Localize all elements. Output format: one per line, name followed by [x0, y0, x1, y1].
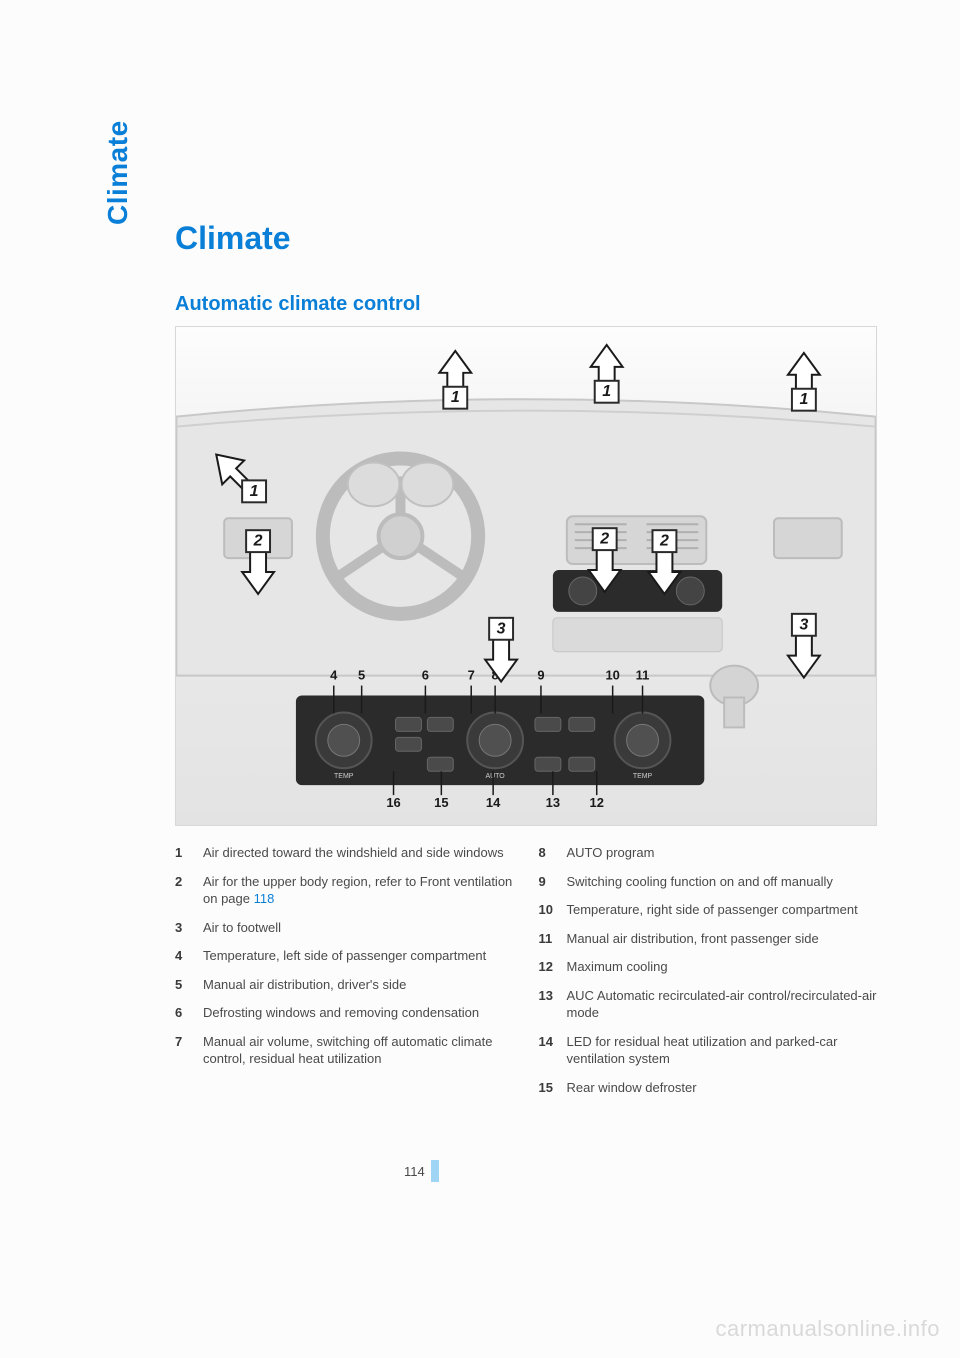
- svg-text:2: 2: [659, 533, 669, 550]
- legend-item: 4Temperature, left side of passenger com…: [175, 947, 517, 965]
- legend-text: LED for residual heat utilization and pa…: [567, 1033, 881, 1068]
- legend-text: AUC Automatic recirculated-air control/r…: [567, 987, 881, 1022]
- legend-col-left: 1Air directed toward the windshield and …: [175, 844, 517, 1107]
- legend-number: 6: [175, 1004, 203, 1022]
- legend-number: 4: [175, 947, 203, 965]
- svg-text:13: 13: [546, 795, 560, 810]
- legend-number: 5: [175, 976, 203, 994]
- svg-text:3: 3: [799, 616, 808, 633]
- legend-item: 8AUTO program: [539, 844, 881, 862]
- legend-number: 15: [539, 1079, 567, 1097]
- svg-text:7: 7: [468, 668, 475, 683]
- svg-text:12: 12: [590, 795, 604, 810]
- svg-text:4: 4: [330, 668, 338, 683]
- legend-number: 9: [539, 873, 567, 891]
- page-ref-link[interactable]: 118: [254, 891, 275, 906]
- legend-item: 6Defrosting windows and removing condens…: [175, 1004, 517, 1022]
- legend-number: 12: [539, 958, 567, 976]
- svg-text:1: 1: [799, 391, 808, 408]
- legend-text: AUTO program: [567, 844, 655, 862]
- legend-text: Air for the upper body region, refer to …: [203, 873, 517, 908]
- svg-text:AUTO: AUTO: [486, 773, 506, 780]
- svg-text:14: 14: [486, 795, 501, 810]
- legend-item: 1Air directed toward the windshield and …: [175, 844, 517, 862]
- side-tab: Climate: [102, 120, 134, 225]
- legend-item: 2Air for the upper body region, refer to…: [175, 873, 517, 908]
- legend-text: Manual air distribution, driver's side: [203, 976, 406, 994]
- svg-text:11: 11: [636, 668, 650, 683]
- svg-text:2: 2: [253, 533, 263, 550]
- page-number-value: 114: [404, 1164, 425, 1179]
- legend-item: 14LED for residual heat utilization and …: [539, 1033, 881, 1068]
- svg-text:16: 16: [386, 795, 400, 810]
- svg-text:1: 1: [250, 483, 259, 500]
- svg-text:6: 6: [422, 668, 429, 683]
- legend-text: Temperature, left side of passenger comp…: [203, 947, 486, 965]
- legend-number: 1: [175, 844, 203, 862]
- legend-item: 9Switching cooling function on and off m…: [539, 873, 881, 891]
- svg-text:2: 2: [599, 531, 609, 548]
- legend-text: Air directed toward the windshield and s…: [203, 844, 504, 862]
- legend-number: 14: [539, 1033, 567, 1068]
- legend-item: 13AUC Automatic recirculated-air control…: [539, 987, 881, 1022]
- legend-text: Manual air volume, switching off automat…: [203, 1033, 517, 1068]
- chapter-title: Climate: [175, 220, 880, 257]
- legend-columns: 1Air directed toward the windshield and …: [175, 844, 880, 1107]
- legend-text: Defrosting windows and removing condensa…: [203, 1004, 479, 1022]
- legend-number: 11: [539, 930, 567, 948]
- svg-text:10: 10: [605, 668, 619, 683]
- svg-text:3: 3: [497, 620, 506, 637]
- svg-text:1: 1: [602, 383, 611, 400]
- legend-item: 10Temperature, right side of passenger c…: [539, 901, 881, 919]
- legend-number: 7: [175, 1033, 203, 1068]
- legend-number: 13: [539, 987, 567, 1022]
- legend-item: 3Air to footwell: [175, 919, 517, 937]
- figure-svg: TEMPAUTOTEMP45678910111615141312 1111222…: [176, 327, 876, 825]
- svg-text:9: 9: [537, 668, 544, 683]
- legend-text: Rear window defroster: [567, 1079, 697, 1097]
- svg-text:TEMP: TEMP: [334, 773, 354, 780]
- legend-number: 2: [175, 873, 203, 908]
- legend-number: 10: [539, 901, 567, 919]
- page-content: Climate Automatic climate control: [100, 220, 880, 1107]
- legend-text: Air to footwell: [203, 919, 281, 937]
- page-number-marker: [431, 1160, 439, 1182]
- svg-text:1: 1: [451, 389, 460, 406]
- legend-item: 15Rear window defroster: [539, 1079, 881, 1097]
- watermark: carmanualsonline.info: [715, 1316, 940, 1342]
- svg-text:5: 5: [358, 668, 365, 683]
- page-number: 114: [404, 1160, 439, 1182]
- legend-item: 11Manual air distribution, front passeng…: [539, 930, 881, 948]
- legend-item: 7Manual air volume, switching off automa…: [175, 1033, 517, 1068]
- section-title: Automatic climate control: [175, 293, 880, 316]
- legend-text: Temperature, right side of passenger com…: [567, 901, 858, 919]
- legend-text: Switching cooling function on and off ma…: [567, 873, 833, 891]
- legend-text: Maximum cooling: [567, 958, 668, 976]
- legend-col-right: 8AUTO program9Switching cooling function…: [539, 844, 881, 1107]
- legend-item: 5Manual air distribution, driver's side: [175, 976, 517, 994]
- legend-number: 8: [539, 844, 567, 862]
- legend-number: 3: [175, 919, 203, 937]
- svg-text:TEMP: TEMP: [633, 773, 653, 780]
- svg-text:15: 15: [434, 795, 448, 810]
- legend-item: 12Maximum cooling: [539, 958, 881, 976]
- legend-text: Manual air distribution, front passenger…: [567, 930, 819, 948]
- climate-control-figure: TEMPAUTOTEMP45678910111615141312 1111222…: [175, 326, 877, 826]
